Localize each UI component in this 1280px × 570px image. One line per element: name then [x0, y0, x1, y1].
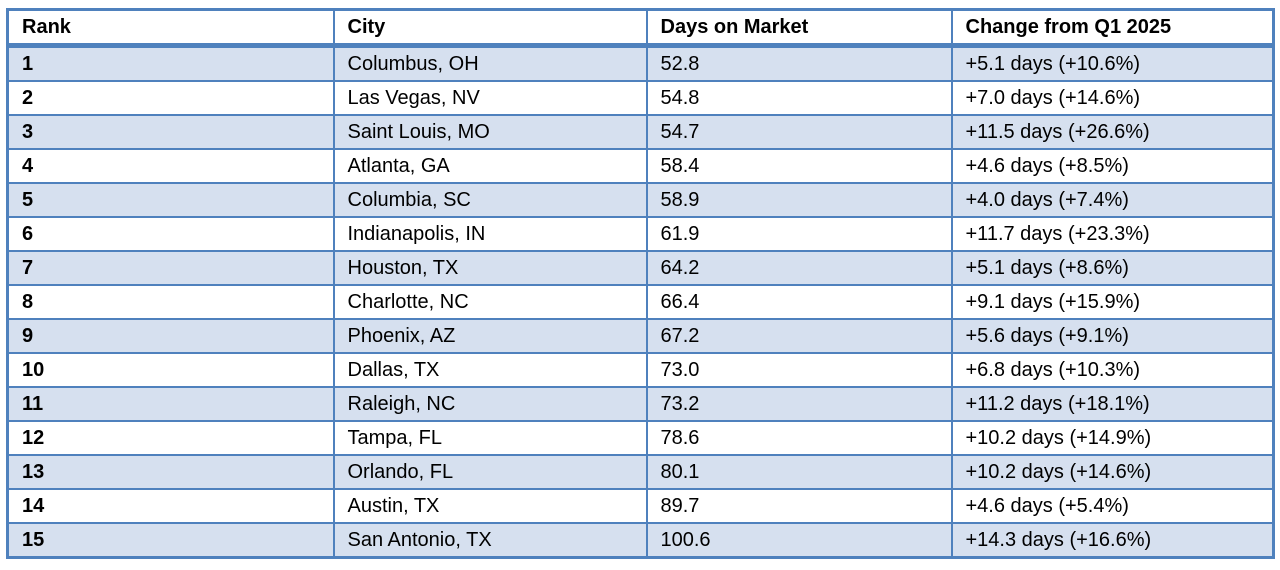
table-row: 7 Houston, TX 64.2 +5.1 days (+8.6%) [6, 250, 1275, 286]
cell-days-on-market: 100.6 [645, 522, 953, 559]
cell-days-on-market: 58.9 [645, 182, 953, 218]
cell-rank: 6 [6, 216, 335, 252]
cell-change: +10.2 days (+14.9%) [950, 420, 1275, 456]
cell-days-on-market: 78.6 [645, 420, 953, 456]
cell-city: Raleigh, NC [332, 386, 648, 422]
cell-days-on-market: 66.4 [645, 284, 953, 320]
cell-city: Las Vegas, NV [332, 80, 648, 116]
table-row: 8 Charlotte, NC 66.4 +9.1 days (+15.9%) [6, 284, 1275, 320]
table-row: 1 Columbus, OH 52.8 +5.1 days (+10.6%) [6, 44, 1275, 82]
cell-change: +5.6 days (+9.1%) [950, 318, 1275, 354]
cell-city: Columbus, OH [332, 44, 648, 82]
cell-city: San Antonio, TX [332, 522, 648, 559]
cell-days-on-market: 58.4 [645, 148, 953, 184]
days-on-market-table: Rank City Days on Market Change from Q1 … [6, 8, 1275, 559]
cell-city: Phoenix, AZ [332, 318, 648, 354]
table-row: 11 Raleigh, NC 73.2 +11.2 days (+18.1%) [6, 386, 1275, 422]
cell-rank: 1 [6, 44, 335, 82]
cell-days-on-market: 89.7 [645, 488, 953, 524]
table-row: 2 Las Vegas, NV 54.8 +7.0 days (+14.6%) [6, 80, 1275, 116]
cell-rank: 8 [6, 284, 335, 320]
column-header-city: City [332, 8, 648, 48]
column-header-days-on-market: Days on Market [645, 8, 953, 48]
cell-change: +11.7 days (+23.3%) [950, 216, 1275, 252]
table-row: 10 Dallas, TX 73.0 +6.8 days (+10.3%) [6, 352, 1275, 388]
table-row: 13 Orlando, FL 80.1 +10.2 days (+14.6%) [6, 454, 1275, 490]
cell-city: Tampa, FL [332, 420, 648, 456]
cell-city: Orlando, FL [332, 454, 648, 490]
cell-rank: 4 [6, 148, 335, 184]
cell-change: +6.8 days (+10.3%) [950, 352, 1275, 388]
cell-days-on-market: 64.2 [645, 250, 953, 286]
cell-change: +14.3 days (+16.6%) [950, 522, 1275, 559]
cell-change: +4.6 days (+5.4%) [950, 488, 1275, 524]
cell-city: Atlanta, GA [332, 148, 648, 184]
cell-rank: 15 [6, 522, 335, 559]
cell-days-on-market: 52.8 [645, 44, 953, 82]
cell-change: +10.2 days (+14.6%) [950, 454, 1275, 490]
cell-change: +9.1 days (+15.9%) [950, 284, 1275, 320]
table-row: 4 Atlanta, GA 58.4 +4.6 days (+8.5%) [6, 148, 1275, 184]
cell-days-on-market: 54.8 [645, 80, 953, 116]
table-row: 9 Phoenix, AZ 67.2 +5.6 days (+9.1%) [6, 318, 1275, 354]
cell-change: +4.6 days (+8.5%) [950, 148, 1275, 184]
header-row: Rank City Days on Market Change from Q1 … [6, 8, 1275, 48]
column-header-change-from-q1-2025: Change from Q1 2025 [950, 8, 1275, 48]
table-row: 12 Tampa, FL 78.6 +10.2 days (+14.9%) [6, 420, 1275, 456]
cell-days-on-market: 67.2 [645, 318, 953, 354]
cell-rank: 3 [6, 114, 335, 150]
cell-rank: 9 [6, 318, 335, 354]
cell-city: Austin, TX [332, 488, 648, 524]
cell-rank: 2 [6, 80, 335, 116]
cell-rank: 7 [6, 250, 335, 286]
cell-rank: 5 [6, 182, 335, 218]
days-on-market-table-container: Rank City Days on Market Change from Q1 … [6, 8, 1275, 559]
cell-rank: 10 [6, 352, 335, 388]
cell-days-on-market: 54.7 [645, 114, 953, 150]
cell-change: +5.1 days (+8.6%) [950, 250, 1275, 286]
cell-city: Charlotte, NC [332, 284, 648, 320]
cell-change: +5.1 days (+10.6%) [950, 44, 1275, 82]
cell-change: +7.0 days (+14.6%) [950, 80, 1275, 116]
cell-rank: 14 [6, 488, 335, 524]
table-row: 3 Saint Louis, MO 54.7 +11.5 days (+26.6… [6, 114, 1275, 150]
cell-city: Columbia, SC [332, 182, 648, 218]
column-header-rank: Rank [6, 8, 335, 48]
cell-city: Indianapolis, IN [332, 216, 648, 252]
table-row: 14 Austin, TX 89.7 +4.6 days (+5.4%) [6, 488, 1275, 524]
cell-change: +11.5 days (+26.6%) [950, 114, 1275, 150]
cell-days-on-market: 61.9 [645, 216, 953, 252]
cell-days-on-market: 73.2 [645, 386, 953, 422]
cell-rank: 13 [6, 454, 335, 490]
cell-rank: 12 [6, 420, 335, 456]
table-row: 15 San Antonio, TX 100.6 +14.3 days (+16… [6, 522, 1275, 559]
cell-city: Houston, TX [332, 250, 648, 286]
cell-days-on-market: 80.1 [645, 454, 953, 490]
cell-days-on-market: 73.0 [645, 352, 953, 388]
cell-change: +4.0 days (+7.4%) [950, 182, 1275, 218]
table-row: 6 Indianapolis, IN 61.9 +11.7 days (+23.… [6, 216, 1275, 252]
table-row: 5 Columbia, SC 58.9 +4.0 days (+7.4%) [6, 182, 1275, 218]
cell-change: +11.2 days (+18.1%) [950, 386, 1275, 422]
cell-rank: 11 [6, 386, 335, 422]
cell-city: Dallas, TX [332, 352, 648, 388]
cell-city: Saint Louis, MO [332, 114, 648, 150]
